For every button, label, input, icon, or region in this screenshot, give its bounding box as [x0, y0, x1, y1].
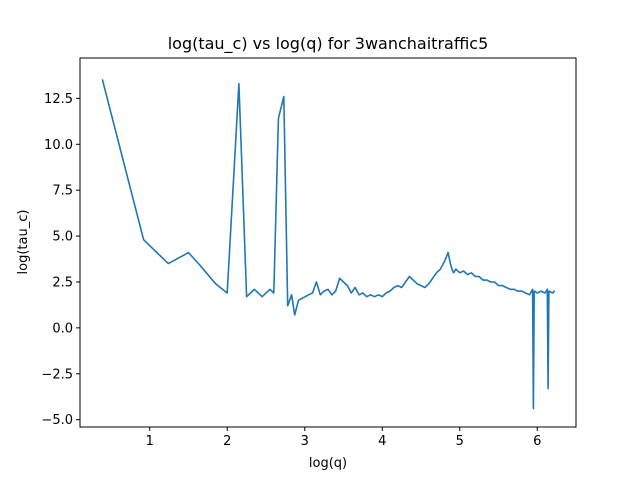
x-tick-label: 5	[456, 434, 464, 449]
series-layer	[101, 79, 556, 410]
x-tick-label: 2	[223, 434, 231, 449]
y-tick-label: 10.0	[44, 138, 73, 153]
y-tick-label: 0.0	[52, 321, 73, 336]
x-axis-label: log(q)	[309, 456, 347, 471]
y-tick-label: −2.5	[41, 367, 73, 382]
chart-title: log(tau_c) vs log(q) for 3wanchaitraffic…	[168, 34, 489, 54]
x-tick-label: 6	[533, 434, 541, 449]
y-tick-label: 12.5	[44, 92, 73, 107]
x-tick-label: 1	[146, 434, 154, 449]
x-tick-label: 4	[378, 434, 386, 449]
x-axis-ticks: 1 2 3 4 5 6	[146, 427, 541, 449]
y-tick-label: 7.5	[52, 184, 73, 199]
y-tick-label: 2.5	[52, 275, 73, 290]
axes-frame	[79, 57, 577, 428]
x-tick-label: 3	[301, 434, 309, 449]
y-tick-label: −5.0	[41, 413, 73, 428]
y-axis-ticks: −5.0 −2.5 0.0 2.5 5.0 7.5 10.0 12.5	[41, 92, 80, 428]
series-line	[101, 79, 556, 410]
y-axis-label: log(tau_c)	[16, 210, 31, 275]
y-tick-label: 5.0	[52, 230, 73, 245]
plot-area	[79, 57, 577, 428]
